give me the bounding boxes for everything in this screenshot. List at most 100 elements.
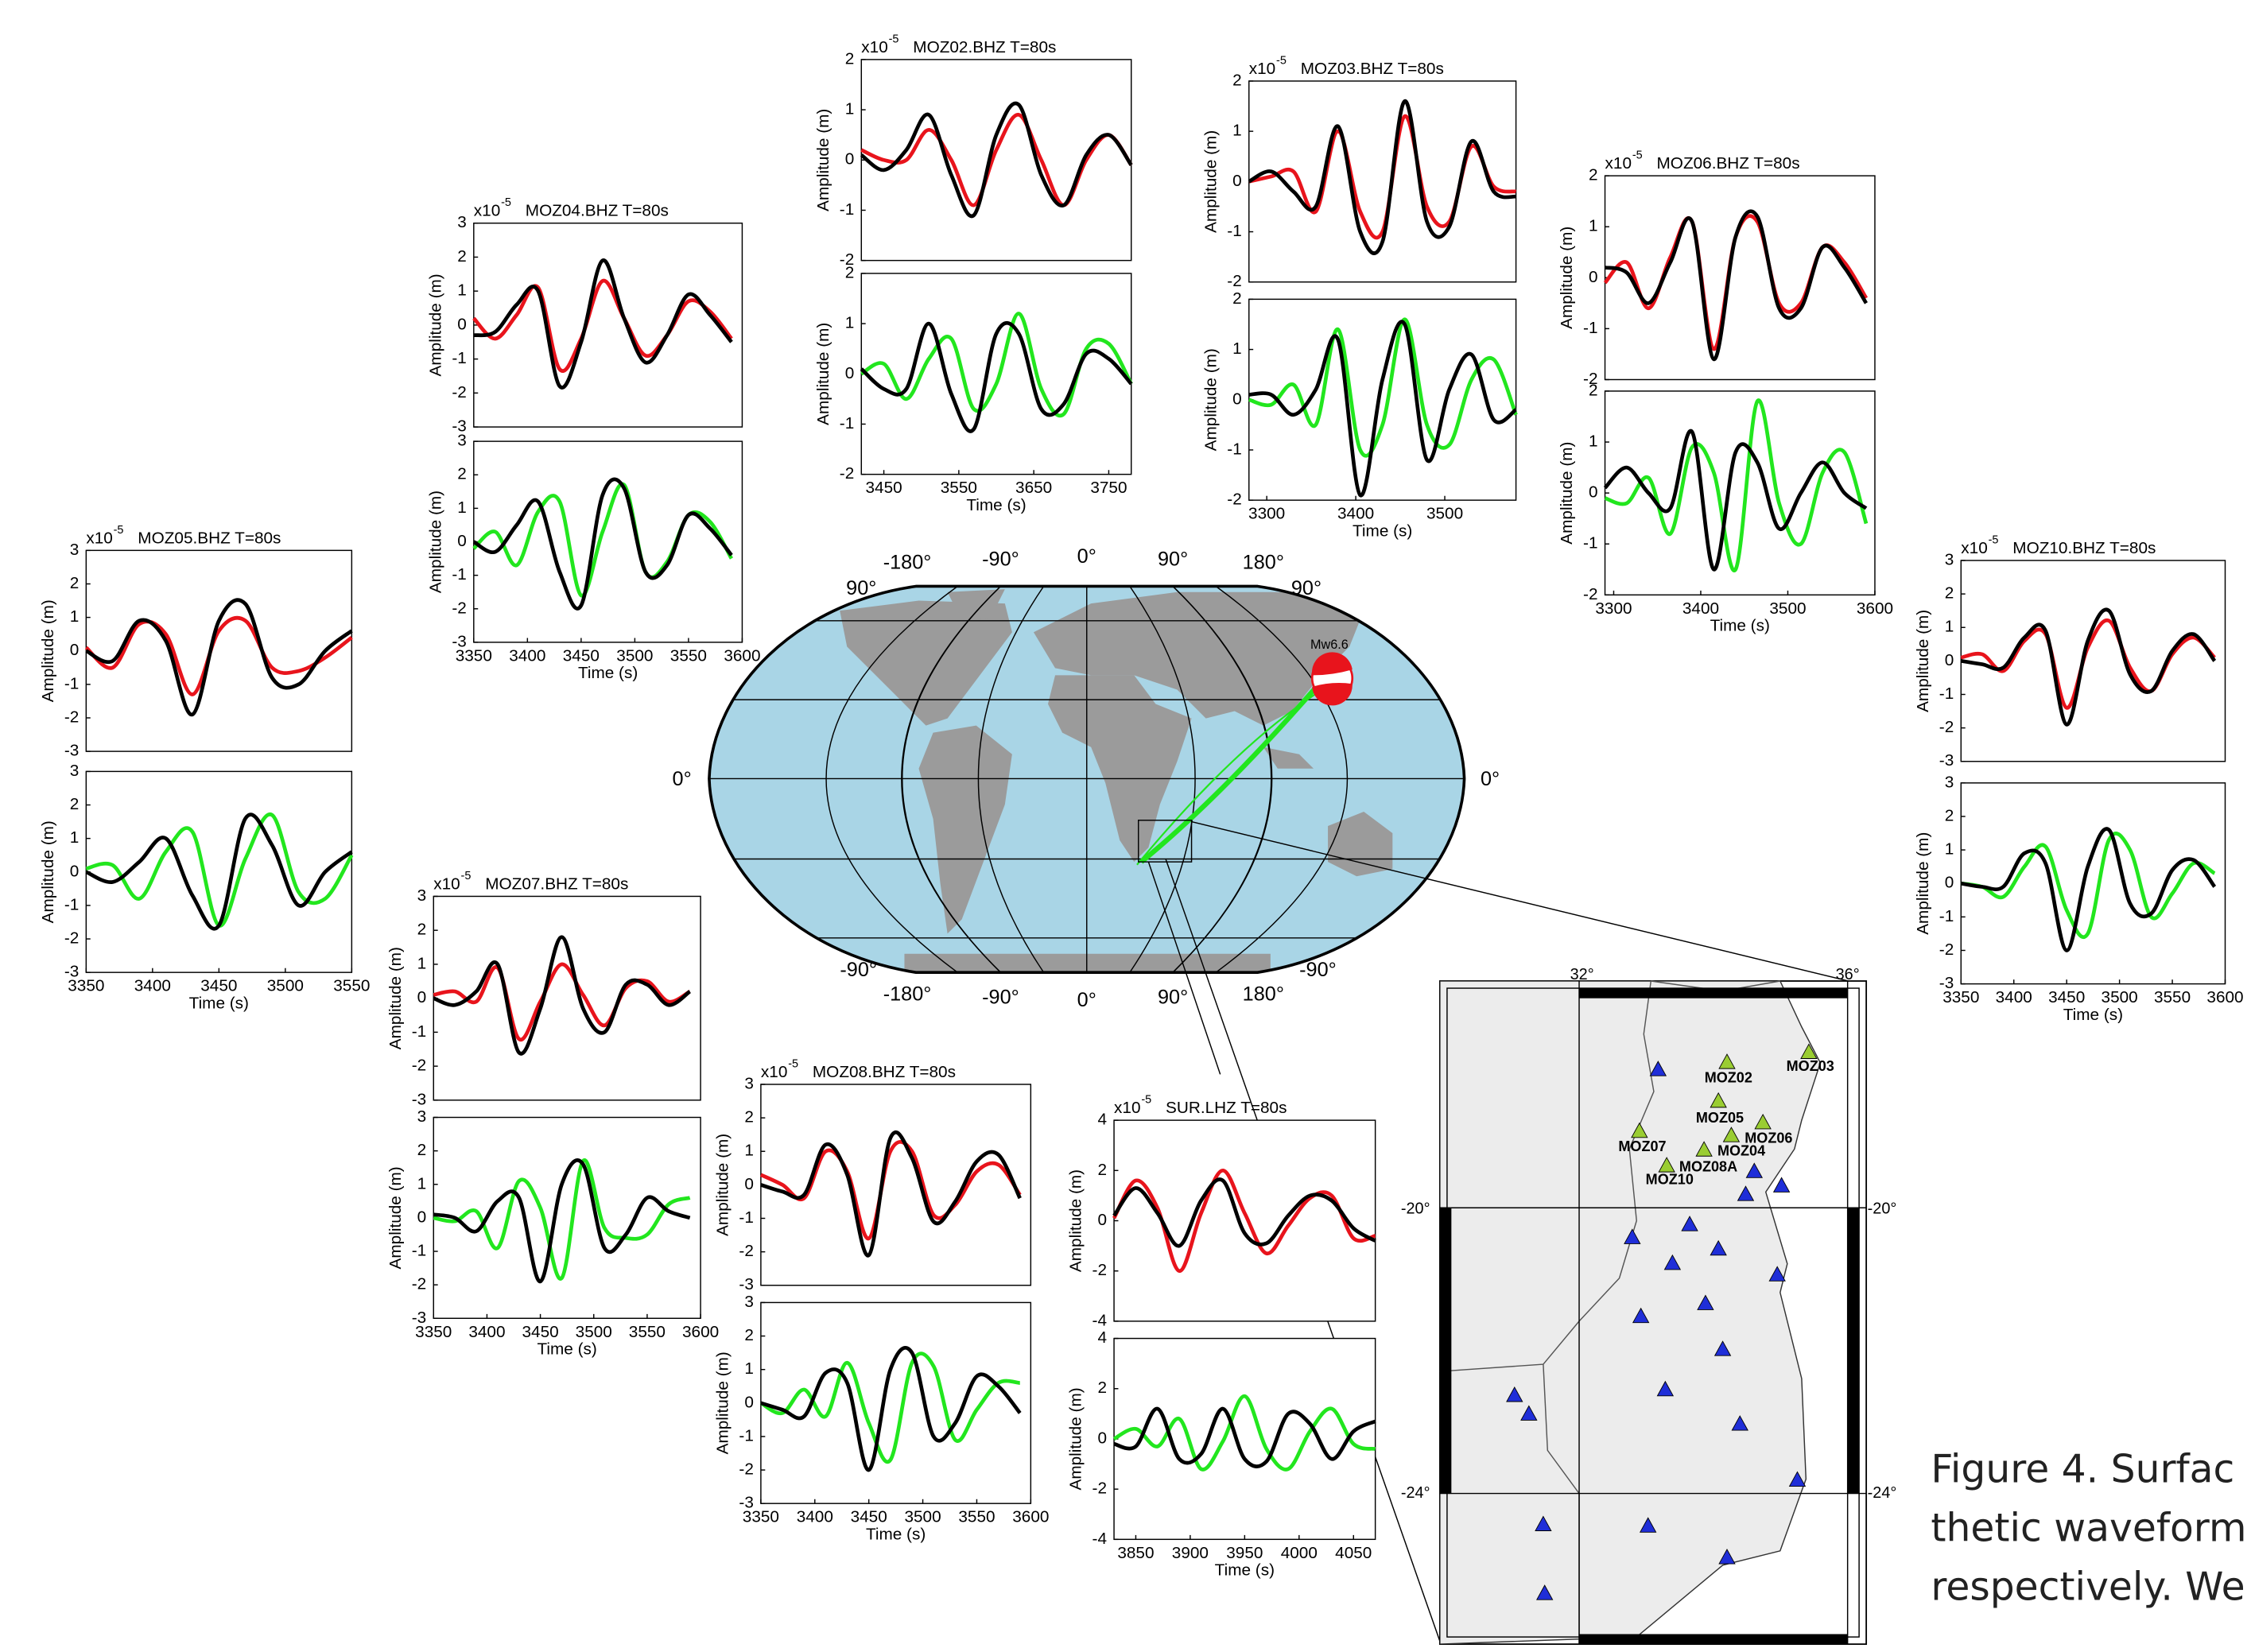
x-tick-label: 3500 xyxy=(1769,599,1806,618)
y-tick-label: -2 xyxy=(452,599,466,617)
y-tick-label: -2 xyxy=(1939,940,1954,959)
x-tick-label: 3750 xyxy=(1090,479,1127,497)
y-tick-label: -1 xyxy=(1227,440,1241,458)
y-tick-label: 3 xyxy=(457,432,467,450)
inset-map xyxy=(1440,981,1866,1644)
panel: x10-5MOZ08.BHZ T=80sAmplitude (m)-3-2-10… xyxy=(713,1058,1030,1294)
y-tick-label: 0 xyxy=(1232,172,1242,190)
panel-title: MOZ07.BHZ T=80s xyxy=(485,875,628,894)
y-tick-label: 1 xyxy=(845,314,855,332)
y-tick-label: 2 xyxy=(1589,166,1598,184)
y-tick-label: 0 xyxy=(70,862,80,880)
x-axis-label: Time (s) xyxy=(1215,1561,1275,1580)
scale-factor: x10 xyxy=(1961,539,1987,557)
x-tick-label: 3350 xyxy=(415,1323,452,1341)
y-tick-label: 0 xyxy=(744,1175,754,1193)
y-tick-label: 1 xyxy=(417,1174,427,1192)
panel: x10-5MOZ06.BHZ T=80sAmplitude (m)-2-1012 xyxy=(1558,149,1875,388)
axes-box xyxy=(861,60,1131,261)
y-tick-label: 2 xyxy=(1945,584,1954,603)
y-tick-label: -2 xyxy=(1093,1261,1107,1279)
y-tick-label: 0 xyxy=(417,988,427,1006)
x-tick-label: 3350 xyxy=(743,1508,779,1526)
map-label: 90° xyxy=(1158,986,1188,1008)
y-tick-label: -2 xyxy=(452,383,466,401)
axes-box xyxy=(1249,299,1516,500)
x-tick-label: 3950 xyxy=(1226,1544,1263,1562)
y-tick-label: -2 xyxy=(412,1275,426,1293)
x-tick-label: 3650 xyxy=(1015,479,1052,497)
station-label: MOZ05 xyxy=(1696,1110,1744,1126)
map-label: 180° xyxy=(1243,983,1284,1006)
y-tick-label: 1 xyxy=(744,1359,754,1378)
x-tick-label: 3500 xyxy=(576,1323,612,1341)
x-tick-label: 4000 xyxy=(1281,1544,1318,1562)
map-label: 0° xyxy=(1077,989,1096,1011)
station-label: MOZ03 xyxy=(1787,1058,1834,1074)
y-tick-label: 2 xyxy=(1589,381,1598,399)
axes-box xyxy=(1961,560,2225,762)
panel-title: MOZ05.BHZ T=80s xyxy=(138,529,281,547)
panel: x10-5MOZ03.BHZ T=80sAmplitude (m)-2-1012 xyxy=(1201,54,1516,290)
panel: Amplitude (m)-3-2-1012333503400345035003… xyxy=(386,1107,719,1358)
axes-box xyxy=(1605,176,1875,379)
y-tick-label: 0 xyxy=(457,315,467,333)
y-tick-label: 2 xyxy=(1232,71,1242,89)
map-label: -180° xyxy=(883,551,932,573)
y-tick-label: 0 xyxy=(1589,483,1598,502)
y-axis-label: Amplitude (m) xyxy=(426,273,444,376)
map-label: 90° xyxy=(846,577,876,599)
y-tick-label: 3 xyxy=(457,213,467,231)
map-label: 90° xyxy=(1158,549,1188,571)
axes-box xyxy=(861,273,1131,475)
y-tick-label: 2 xyxy=(457,247,467,266)
map-label: -90° xyxy=(840,959,877,981)
x-axis-label: Time (s) xyxy=(1710,617,1770,635)
y-tick-label: -1 xyxy=(452,349,466,367)
y-tick-label: -3 xyxy=(1939,751,1954,770)
x-tick-label: 3900 xyxy=(1172,1544,1209,1562)
x-tick-label: 4050 xyxy=(1335,1544,1372,1562)
y-tick-label: -1 xyxy=(1939,684,1954,703)
x-tick-label: 3300 xyxy=(1248,505,1285,523)
scale-exponent: -5 xyxy=(501,196,511,209)
map-label: -180° xyxy=(883,983,932,1006)
axes-box xyxy=(1605,391,1875,595)
inset-label: -20° xyxy=(1401,1200,1430,1217)
scale-exponent: -5 xyxy=(1989,534,1999,547)
x-tick-label: 3450 xyxy=(563,646,600,665)
x-axis-label: Time (s) xyxy=(538,1340,597,1358)
station-label: MOZ10 xyxy=(1646,1172,1694,1188)
y-tick-label: 4 xyxy=(1097,1328,1107,1347)
x-tick-label: 3450 xyxy=(2048,988,2085,1006)
axes-box xyxy=(761,1302,1030,1503)
x-tick-label: 3600 xyxy=(724,646,760,665)
x-tick-label: 3600 xyxy=(682,1323,719,1341)
y-tick-label: 0 xyxy=(845,150,855,169)
y-tick-label: -3 xyxy=(739,1275,753,1293)
scale-factor: x10 xyxy=(474,202,500,220)
x-tick-label: 3450 xyxy=(200,977,237,995)
x-axis-label: Time (s) xyxy=(1353,522,1412,540)
station-label: MOZ04 xyxy=(1717,1143,1765,1159)
y-tick-label: 2 xyxy=(417,1141,427,1159)
map-label: 0° xyxy=(673,768,692,790)
y-axis-label: Amplitude (m) xyxy=(1067,1169,1085,1272)
caption-line: thetic waveform xyxy=(1931,1506,2246,1550)
x-axis-label: Time (s) xyxy=(2063,1006,2123,1024)
scale-exponent: -5 xyxy=(1141,1094,1151,1107)
y-tick-label: -4 xyxy=(1093,1311,1107,1329)
y-tick-label: 2 xyxy=(70,574,80,592)
scale-exponent: -5 xyxy=(461,870,472,882)
y-axis-label: Amplitude (m) xyxy=(426,491,444,593)
y-axis-label: Amplitude (m) xyxy=(386,947,405,1049)
event-label: Mw6.6 xyxy=(1310,638,1349,652)
y-axis-label: Amplitude (m) xyxy=(39,599,57,702)
map-label: -90° xyxy=(982,986,1019,1008)
map-label: -90° xyxy=(1299,959,1337,981)
x-tick-label: 3850 xyxy=(1117,1544,1154,1562)
y-tick-label: -2 xyxy=(739,1460,753,1479)
y-tick-label: -1 xyxy=(412,1242,426,1260)
